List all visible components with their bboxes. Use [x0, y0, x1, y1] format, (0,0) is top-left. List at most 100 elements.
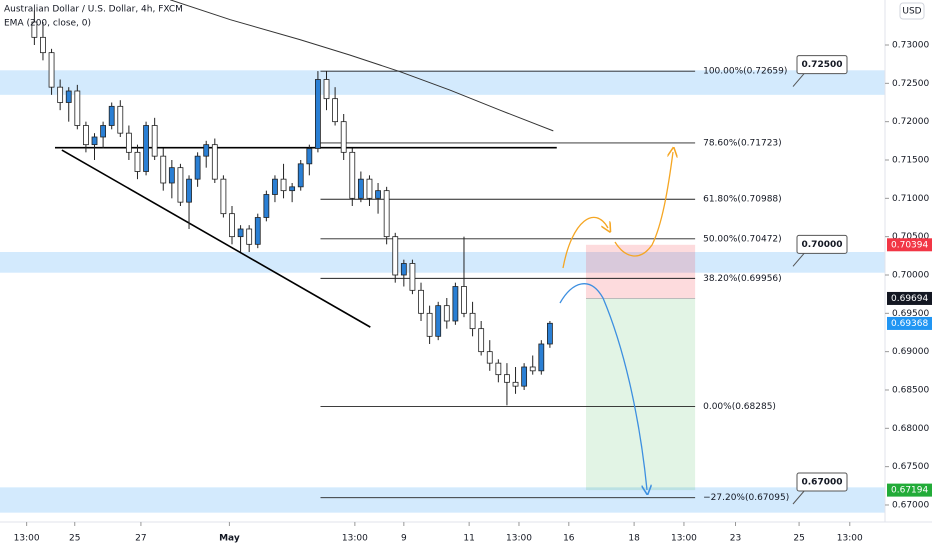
- candle-body: [375, 190, 381, 199]
- x-tick-label: 16: [563, 534, 575, 544]
- price-tag-label: 0.69368: [891, 319, 928, 329]
- support-zone: [0, 487, 885, 513]
- fib-label: 78.60%(0.71723): [703, 138, 782, 148]
- candle-body: [177, 167, 184, 203]
- candle-body: [323, 79, 330, 100]
- callout-box: [796, 234, 848, 254]
- x-tick-label: 13:00: [837, 534, 863, 544]
- candle-body: [400, 263, 407, 276]
- candle-body: [125, 132, 132, 153]
- callout-pointer: [792, 489, 806, 505]
- candle-body: [57, 86, 64, 103]
- candle-body: [495, 362, 502, 376]
- ema-line: [169, 0, 554, 132]
- x-tick-label: 9: [401, 534, 407, 544]
- y-tick-label: 0.73000: [892, 41, 929, 51]
- support-zone: [0, 251, 885, 273]
- plot-area: [0, 0, 885, 513]
- x-tick-label: 11: [463, 534, 474, 544]
- candle-body: [74, 90, 81, 126]
- trendline: [61, 149, 371, 328]
- stop-zone: [585, 244, 696, 299]
- callout-label: 0.67000: [802, 477, 843, 487]
- x-tick-label: 23: [730, 534, 741, 544]
- candle-body: [160, 155, 167, 184]
- y-tick-label: 0.71000: [892, 194, 929, 204]
- callout-box: [796, 472, 848, 492]
- candle-body: [289, 186, 296, 192]
- currency-box[interactable]: [899, 2, 925, 20]
- candle-body: [392, 236, 399, 276]
- candle-body: [134, 151, 141, 172]
- callout-box: [796, 55, 848, 75]
- price-tag: [887, 483, 932, 497]
- fib-label: 100.00%(0.72659): [703, 67, 787, 77]
- candle-body: [91, 136, 98, 146]
- candle-body: [246, 228, 253, 245]
- x-tick-label: 25: [793, 534, 804, 544]
- candle-body: [151, 125, 158, 157]
- x-tick-label: 13:00: [506, 534, 532, 544]
- candle-body: [512, 381, 519, 387]
- candle-body: [40, 36, 46, 54]
- candle-body: [547, 322, 553, 345]
- projection-arrows: [559, 152, 673, 490]
- fib-label: 50.00%(0.70472): [703, 234, 782, 244]
- candle-body: [237, 228, 244, 238]
- candle-body: [486, 351, 493, 364]
- candle-body: [186, 178, 192, 203]
- x-tick-label: 25: [69, 534, 80, 544]
- candle-body: [280, 178, 287, 192]
- candle-body: [48, 52, 55, 88]
- orange-arrow-2: [614, 152, 673, 257]
- candle-body: [297, 163, 304, 188]
- currency-label[interactable]: USD: [902, 7, 921, 17]
- blue-arrow: [559, 283, 647, 490]
- callout-label: 0.70000: [802, 240, 843, 250]
- candle-body: [478, 328, 485, 353]
- callout-pointer: [792, 72, 806, 87]
- callout-pointer: [792, 252, 806, 267]
- y-tick-label: 0.68500: [892, 385, 929, 395]
- y-tick-label: 0.67500: [892, 462, 929, 472]
- candle-body: [357, 178, 364, 199]
- candle-body: [203, 144, 210, 157]
- candle-body: [366, 178, 373, 199]
- orange-arrow-1: [562, 216, 608, 269]
- x-tick-label: 18: [628, 534, 640, 544]
- candle-body: [31, 21, 38, 38]
- target-zone: [585, 298, 696, 491]
- candle-body: [254, 217, 261, 245]
- x-tick-label: May: [219, 534, 240, 544]
- support-zone: [0, 70, 885, 95]
- candle-body: [229, 213, 235, 238]
- y-tick-label: 0.70000: [892, 270, 929, 280]
- candle-body: [418, 289, 424, 314]
- x-tick-label: 13:00: [342, 534, 368, 544]
- candle-body: [83, 125, 89, 146]
- price-tag: [887, 291, 932, 305]
- candle-body: [443, 305, 450, 322]
- y-tick-label: 0.69500: [892, 309, 929, 319]
- price-tag: [887, 316, 932, 330]
- candle-body: [143, 125, 149, 172]
- candle-body: [220, 178, 227, 215]
- x-tick-label: 13:00: [671, 534, 697, 544]
- candle-body: [435, 305, 442, 337]
- x-tick-label: 27: [135, 534, 146, 544]
- fib-label: −27.20%(0.67095): [703, 493, 789, 503]
- candle-body: [211, 144, 218, 180]
- candle-body: [272, 178, 278, 195]
- candle-body: [461, 286, 467, 314]
- price-tag: [887, 238, 932, 252]
- callout-label: 0.72500: [802, 60, 843, 70]
- y-tick-label: 0.69000: [892, 347, 929, 357]
- candle-body: [521, 366, 528, 387]
- candle-body: [65, 90, 72, 103]
- price-tag-label: 0.67194: [891, 486, 928, 496]
- chart-title: Australian Dollar / U.S. Dollar, 4h, FXC…: [4, 5, 183, 15]
- candle-body: [340, 121, 347, 153]
- y-tick-label: 0.72500: [892, 79, 929, 89]
